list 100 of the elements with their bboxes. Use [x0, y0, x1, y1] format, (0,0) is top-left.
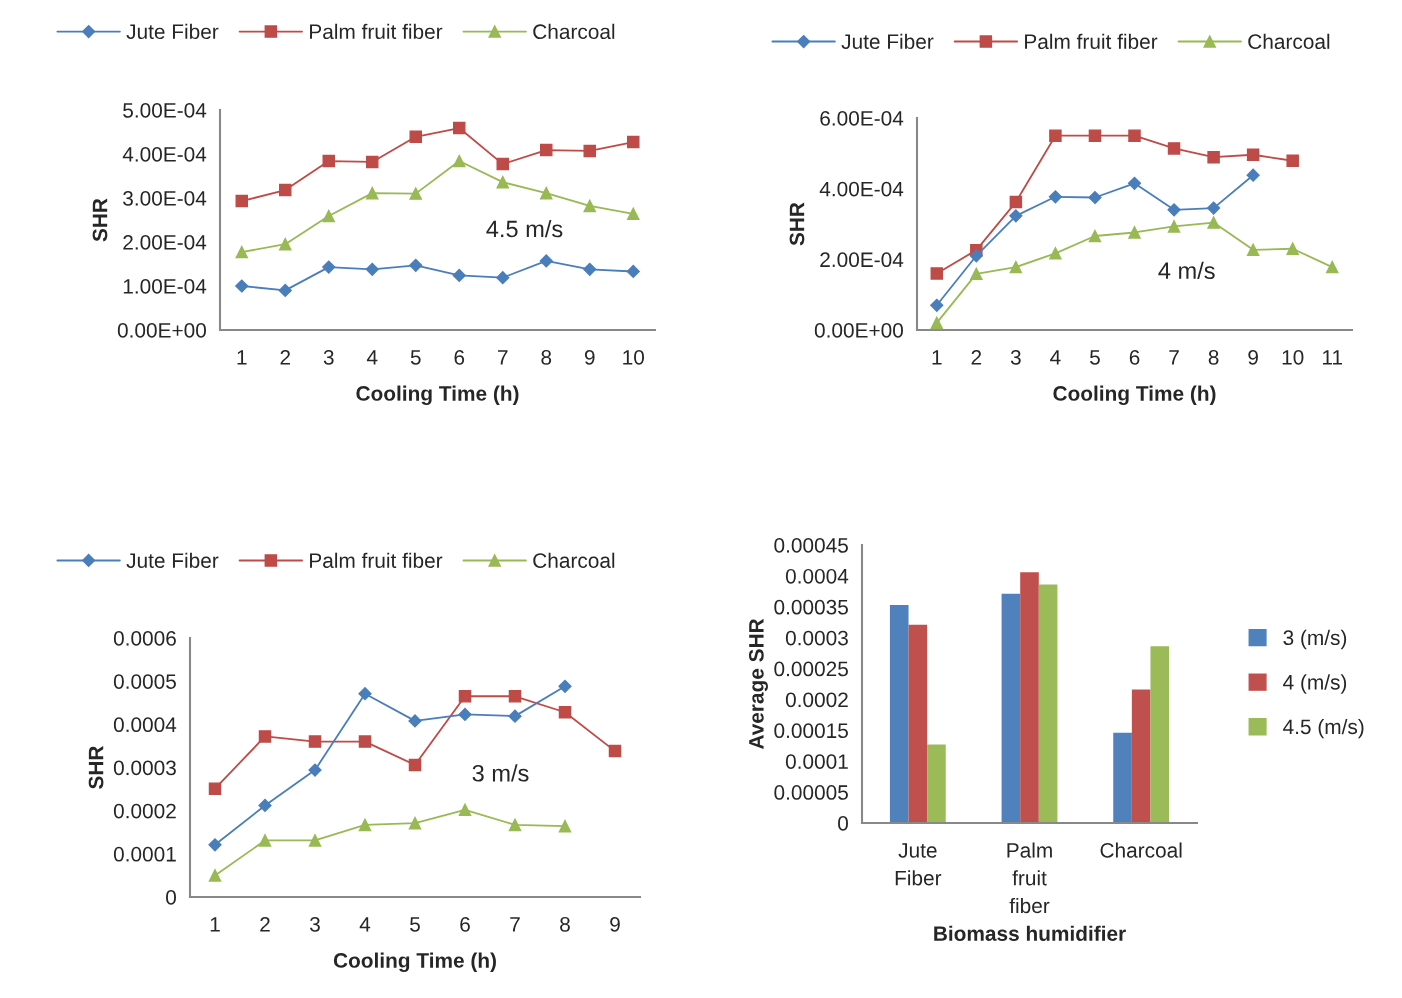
- point: [408, 758, 422, 772]
- x-tick-label: 11: [1323, 350, 1343, 365]
- point: [539, 143, 553, 157]
- x-tick-label: 8: [560, 916, 570, 932]
- y-tick-label: 0: [838, 816, 848, 831]
- x-axis-title: Cooling Time (h): [333, 952, 496, 973]
- y-tick-label: 5.00E-04: [123, 103, 207, 118]
- point: [626, 264, 640, 279]
- point: [1009, 195, 1023, 209]
- y-tick-label: 0.0005: [113, 674, 176, 689]
- point: [1286, 154, 1299, 168]
- point: [1009, 209, 1023, 223]
- x-tick-label: Palm fruit fiber: [1007, 842, 1052, 914]
- point: [278, 183, 292, 197]
- point: [458, 707, 472, 721]
- point: [626, 135, 640, 149]
- bar: [1150, 646, 1170, 823]
- x-tick-label: 4: [1050, 350, 1061, 365]
- point: [452, 268, 466, 283]
- point: [409, 187, 423, 200]
- point: [1167, 203, 1181, 217]
- x-tick-label: 7: [510, 917, 520, 932]
- bar: [1038, 584, 1058, 823]
- y-tick-label: 0.00005: [774, 785, 848, 800]
- point: [1167, 142, 1181, 155]
- point: [608, 744, 622, 758]
- x-tick-label: 7: [498, 350, 508, 365]
- point: [1167, 220, 1181, 233]
- y-tick-label: 0.00E+00: [814, 323, 903, 338]
- point: [1207, 216, 1220, 229]
- legend-label: Jute Fiber: [841, 33, 934, 50]
- bar: [1113, 732, 1132, 823]
- y-tick-label: 0: [166, 890, 176, 905]
- legend-label: Palm fruit fiber: [310, 552, 443, 568]
- legend-label: Palm fruit fiber: [310, 23, 443, 40]
- point: [278, 283, 292, 297]
- bar: [1020, 572, 1039, 823]
- point: [539, 254, 553, 268]
- x-tick-label: Charcoal: [1100, 842, 1182, 858]
- point: [452, 121, 466, 135]
- point: [583, 199, 597, 213]
- y-tick-label: 0.0004: [113, 717, 177, 733]
- x-tick-label: Jute Fiber: [895, 843, 942, 886]
- x-tick-label: 9: [610, 916, 620, 932]
- point: [308, 735, 322, 748]
- y-tick-label: 1.00E-04: [123, 279, 207, 294]
- point: [322, 154, 336, 168]
- point: [409, 258, 423, 272]
- point: [208, 838, 222, 852]
- point: [558, 705, 572, 719]
- bar: [1001, 593, 1021, 823]
- point: [452, 154, 466, 168]
- legend-label: Jute Fiber: [126, 23, 219, 40]
- y-tick-label: 6.00E-04: [820, 111, 904, 126]
- point: [508, 709, 522, 723]
- x-tick-label: 2: [280, 349, 290, 365]
- point: [408, 816, 422, 830]
- y-tick-label: 0.0002: [113, 803, 176, 819]
- x-tick-label: 1: [237, 350, 247, 365]
- point: [322, 260, 336, 274]
- legend-label: 4.5 (m/s): [1283, 718, 1364, 739]
- y-tick-label: 0.0006: [113, 631, 176, 646]
- y-tick-label: 2.00E-04: [820, 252, 904, 268]
- point: [496, 271, 510, 285]
- x-tick-label: 10: [1282, 349, 1304, 365]
- point: [508, 818, 522, 832]
- point: [1286, 242, 1299, 255]
- point: [1048, 190, 1062, 204]
- y-tick-label: 0.00035: [774, 599, 848, 615]
- point: [930, 298, 944, 312]
- y-tick-label: 0.0003: [113, 760, 176, 776]
- point: [235, 279, 249, 293]
- annotation: 3 m/s: [472, 764, 529, 782]
- point: [558, 679, 572, 693]
- point: [365, 186, 379, 200]
- point: [508, 690, 522, 703]
- point: [308, 834, 322, 847]
- point: [208, 782, 222, 795]
- x-tick-label: 9: [1248, 349, 1258, 365]
- point: [258, 798, 272, 813]
- bar: [1131, 689, 1151, 823]
- y-tick-label: 3.00E-04: [123, 191, 207, 206]
- y-tick-label: 0.0004: [785, 568, 849, 584]
- point: [365, 262, 379, 276]
- point: [1207, 150, 1220, 164]
- point: [409, 130, 423, 144]
- y-tick-label: 0.0001: [785, 754, 848, 769]
- point: [235, 194, 249, 208]
- legend-label: 3 (m/s): [1283, 629, 1347, 650]
- legend-label: 4 (m/s): [1283, 674, 1347, 694]
- x-tick-label: 9: [584, 349, 595, 365]
- x-tick-label: 4: [366, 350, 378, 365]
- bar: [889, 604, 909, 823]
- point: [539, 186, 553, 200]
- y-tick-label: 0.0001: [113, 846, 176, 862]
- point: [583, 262, 597, 276]
- point: [258, 834, 272, 847]
- point: [583, 144, 597, 158]
- point: [308, 763, 322, 777]
- y-tick-label: 4.00E-04: [122, 147, 207, 162]
